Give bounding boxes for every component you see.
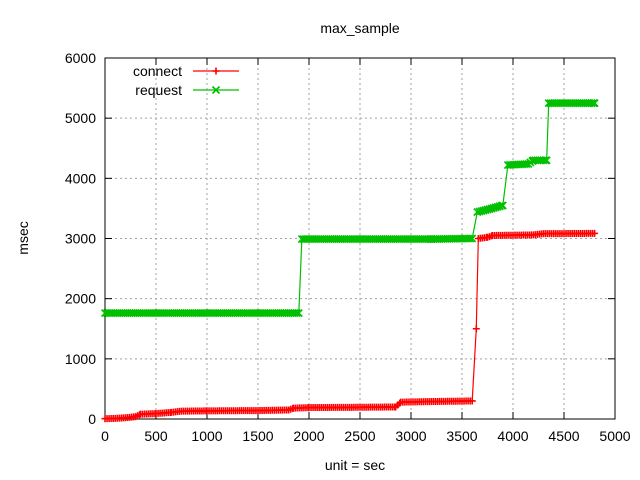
legend: connect request	[133, 63, 239, 98]
data-point	[468, 397, 476, 405]
x-tick-label: 2500	[344, 428, 375, 444]
x-axis-label: unit = sec	[325, 457, 385, 473]
data-point	[590, 99, 599, 108]
data-point	[591, 229, 599, 237]
data-point	[468, 234, 477, 243]
x-tick-label: 2000	[293, 428, 324, 444]
y-tick-label: 3000	[65, 231, 96, 247]
legend-label-connect: connect	[133, 63, 182, 79]
data-point	[466, 234, 475, 243]
x-tick-label: 5000	[599, 428, 630, 444]
data-point	[212, 67, 220, 75]
legend-marker-request	[211, 85, 221, 95]
y-tick-label: 6000	[65, 50, 96, 66]
x-tick-label: 4500	[548, 428, 579, 444]
x-tick-label: 3000	[395, 428, 426, 444]
y-tick-label: 5000	[65, 110, 96, 126]
data-point	[542, 156, 551, 165]
y-tick-label: 0	[88, 411, 96, 427]
axis-ticks: 0 1000 2000 3000 4000 5000 6000 0 500 1000 1500 200…	[65, 50, 631, 444]
y-tick-label: 1000	[65, 351, 96, 367]
x-tick-label: 3500	[446, 428, 477, 444]
x-tick-label: 1000	[191, 428, 222, 444]
data-point	[472, 325, 480, 333]
x-tick-label: 1500	[242, 428, 273, 444]
chart-title: max_sample	[320, 20, 400, 36]
y-tick-label: 4000	[65, 170, 96, 186]
series-line	[105, 102, 595, 314]
series-request	[100, 99, 599, 318]
data-point	[292, 309, 301, 318]
x-tick-label: 4000	[497, 428, 528, 444]
data-point	[539, 156, 548, 165]
data-point	[498, 201, 507, 210]
data-point	[294, 309, 303, 318]
y-tick-label: 2000	[65, 291, 96, 307]
data-point	[211, 85, 221, 95]
legend-marker-connect	[212, 67, 220, 75]
series-line	[104, 232, 595, 420]
x-tick-label: 0	[101, 428, 109, 444]
series-connect	[101, 229, 599, 423]
legend-label-request: request	[135, 82, 182, 98]
data-point	[587, 99, 596, 108]
x-tick-label: 500	[144, 428, 168, 444]
series-layer	[100, 99, 599, 423]
y-axis-label: msec	[15, 221, 31, 254]
